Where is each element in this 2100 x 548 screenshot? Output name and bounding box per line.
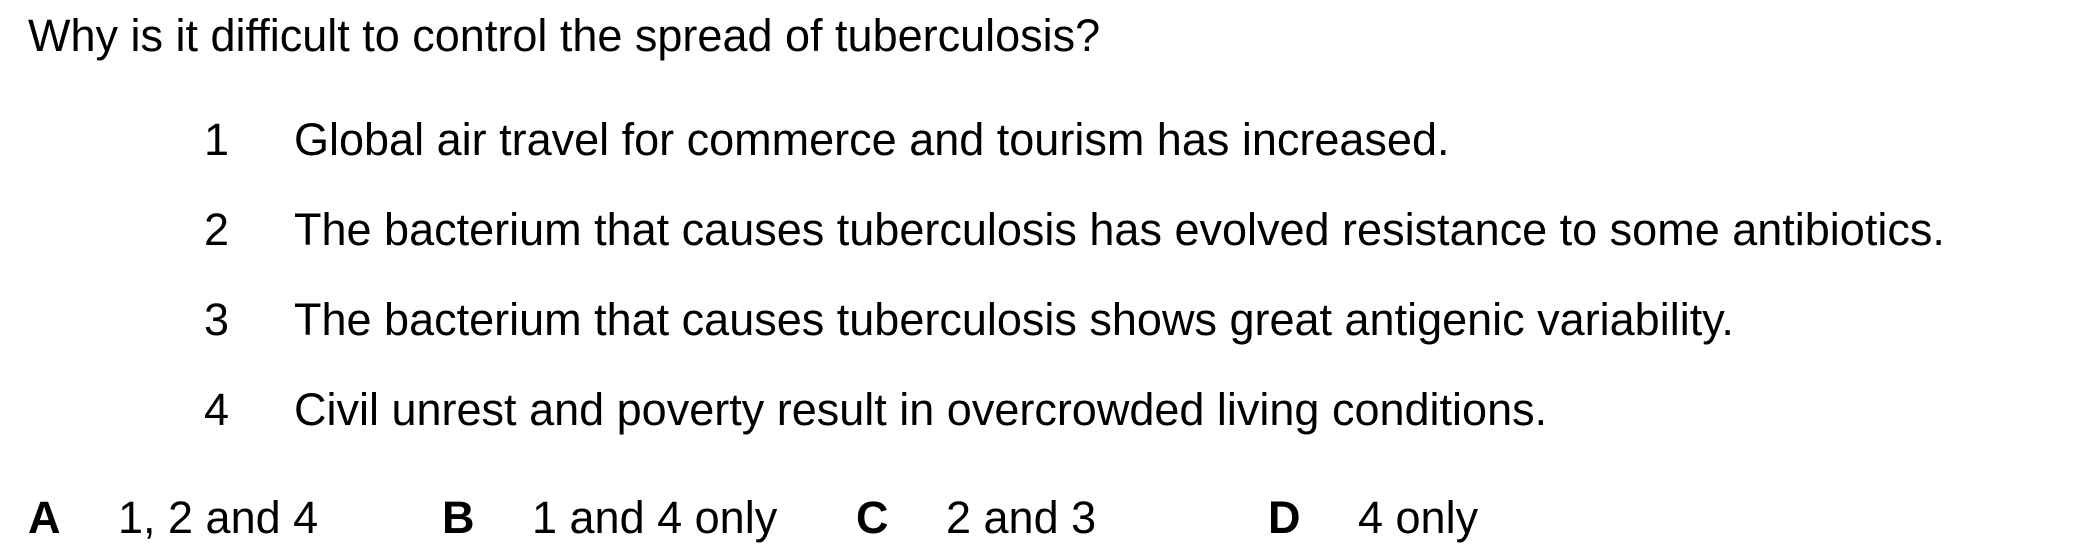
option-b-letter[interactable]: B: [442, 492, 475, 543]
statement-text: Civil unrest and poverty result in overc…: [294, 384, 1548, 435]
option-d-letter[interactable]: D: [1268, 492, 1301, 543]
statement-number: 3: [204, 294, 230, 345]
option-c-text[interactable]: 2 and 3: [946, 492, 1097, 543]
option-b-text[interactable]: 1 and 4 only: [532, 492, 778, 543]
statement-text: The bacterium that causes tuberculosis s…: [294, 294, 1734, 345]
statement-text: Global air travel for commerce and touri…: [294, 114, 1450, 165]
option-a-letter[interactable]: A: [28, 492, 61, 543]
option-c-letter[interactable]: C: [856, 492, 889, 543]
question-text: Why is it difficult to control the sprea…: [28, 10, 1101, 61]
option-a-text[interactable]: 1, 2 and 4: [118, 492, 319, 543]
statement-number: 2: [204, 204, 230, 255]
option-d-text[interactable]: 4 only: [1358, 492, 1479, 543]
statement-number: 4: [204, 384, 230, 435]
statement-text: The bacterium that causes tuberculosis h…: [294, 204, 1945, 255]
statement-number: 1: [204, 114, 230, 165]
